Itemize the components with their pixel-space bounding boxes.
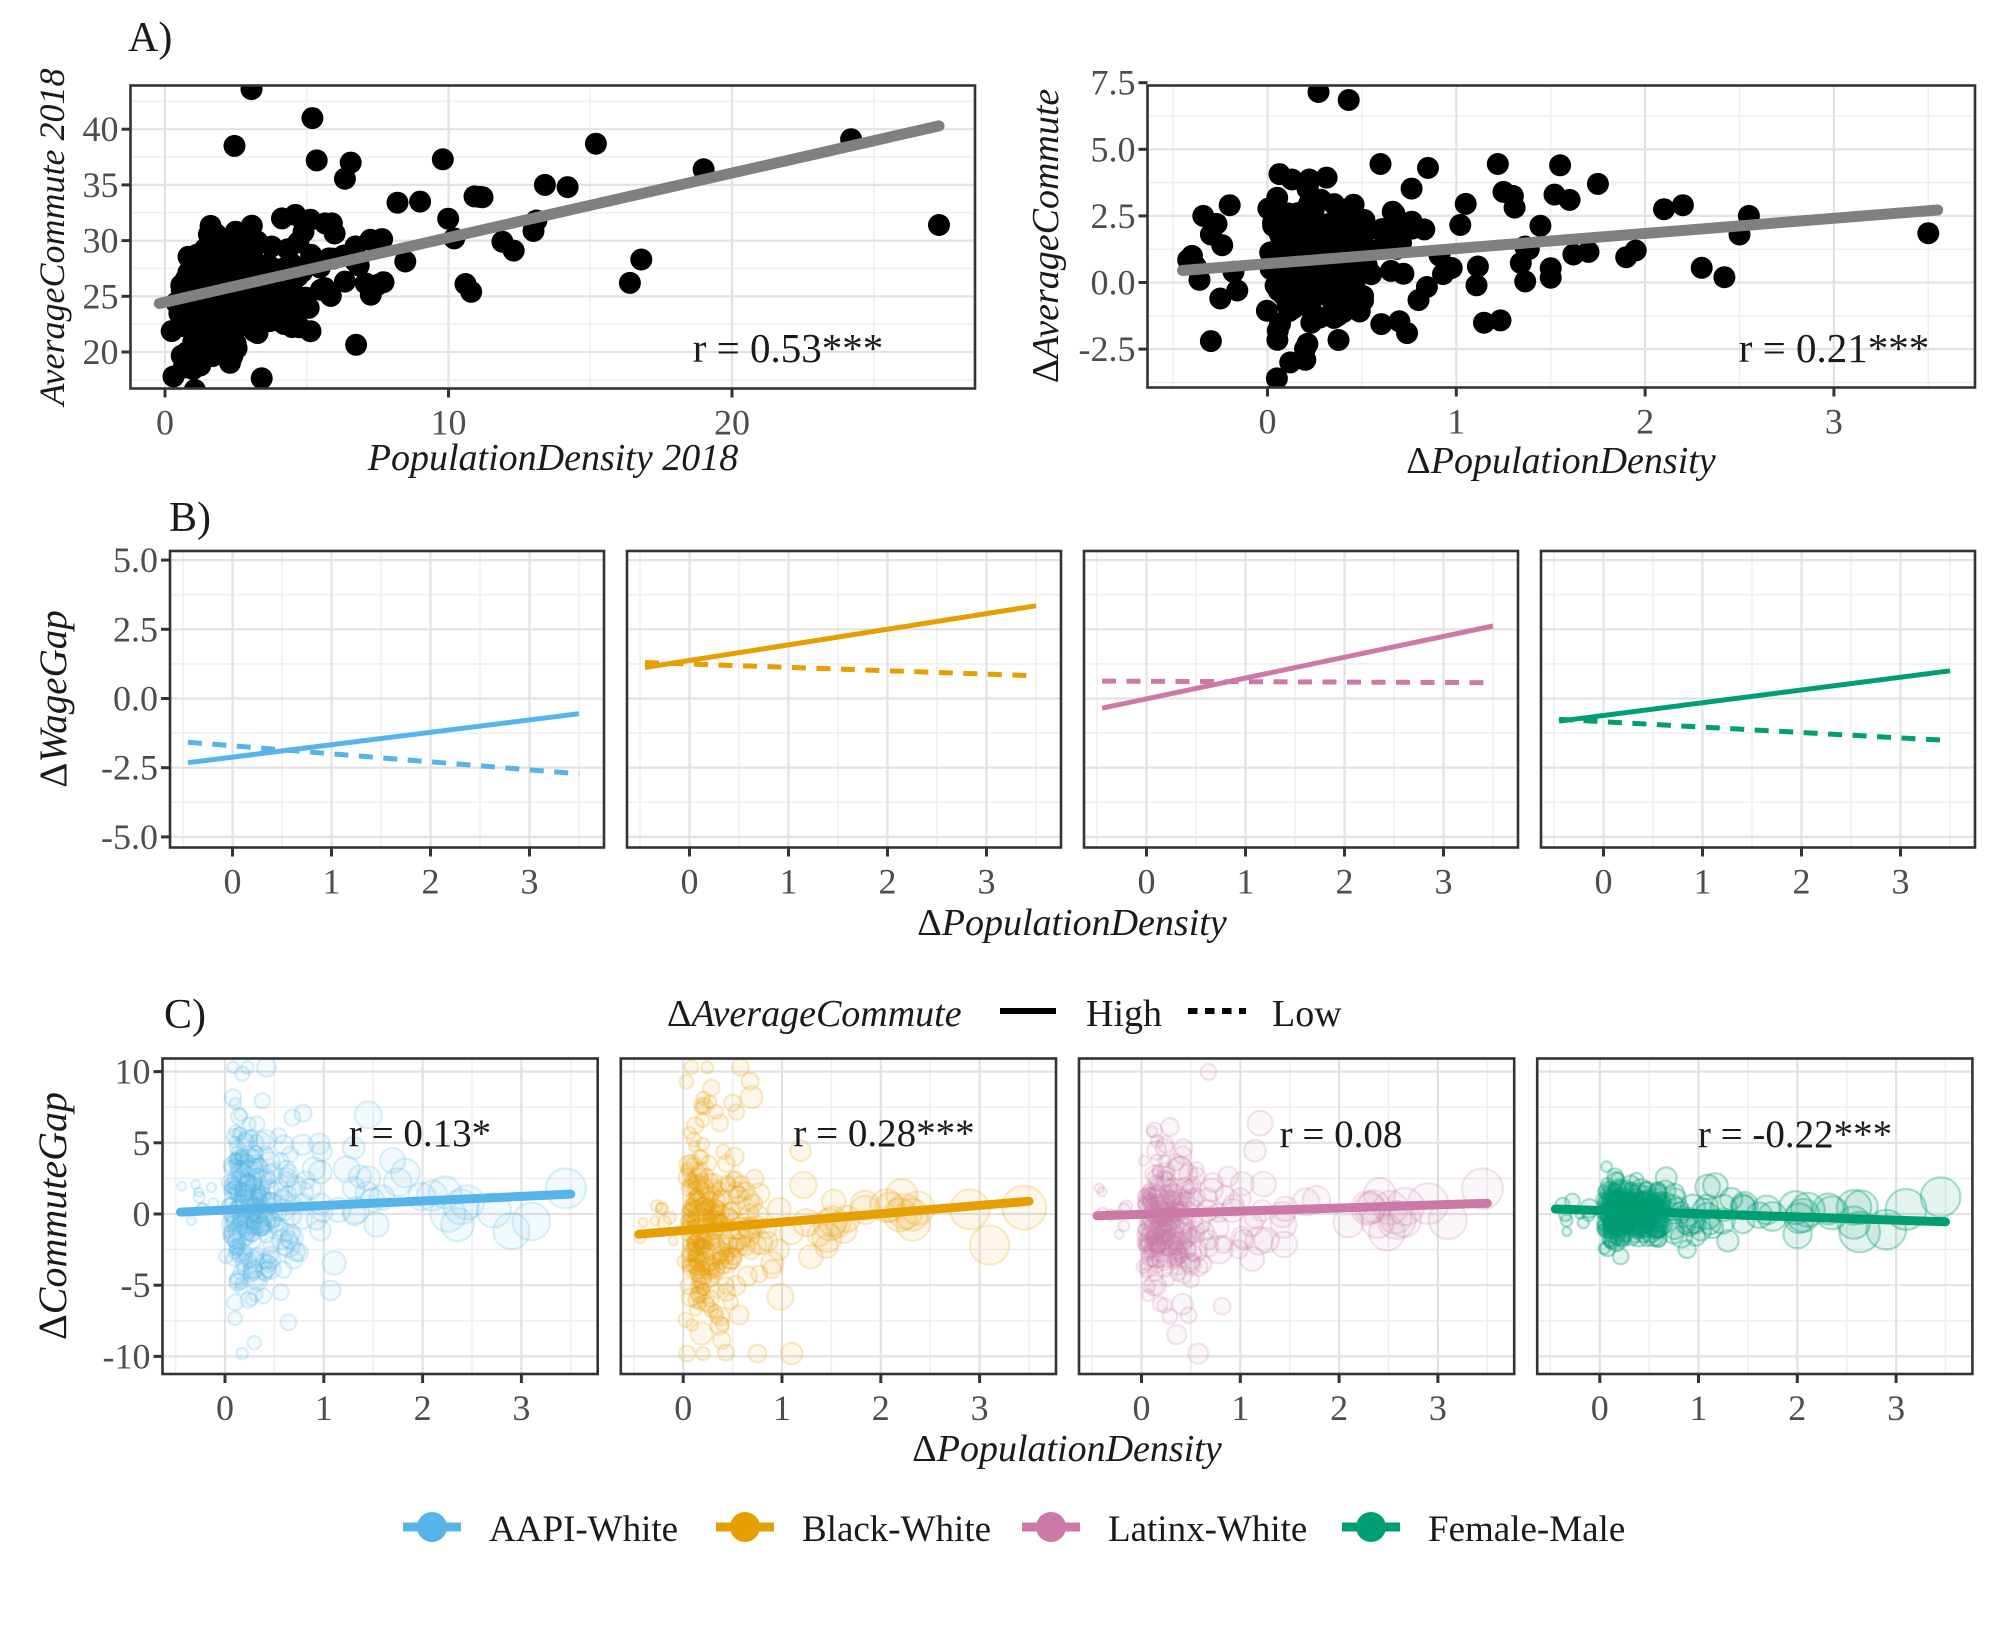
svg-text:2: 2 [1330,1388,1348,1428]
svg-text:1: 1 [1447,402,1465,442]
svg-text:1: 1 [1694,862,1712,902]
svg-text:3: 3 [1429,1388,1447,1428]
svg-text:-10: -10 [103,1336,151,1376]
svg-text:3: 3 [1825,402,1843,442]
svg-text:C): C) [164,992,206,1038]
svg-text:Low: Low [1272,993,1342,1035]
svg-text:1: 1 [1231,1388,1249,1428]
svg-text:5: 5 [133,1123,151,1163]
svg-text:20: 20 [83,332,119,372]
svg-text:1: 1 [323,862,341,902]
svg-text:35: 35 [83,165,119,205]
svg-text:0: 0 [156,403,174,443]
svg-text:0: 0 [224,862,242,902]
svg-text:0: 0 [681,862,699,902]
svg-text:2: 2 [1336,862,1354,902]
svg-text:0: 0 [1595,862,1613,902]
svg-text:2.5: 2.5 [113,609,158,649]
svg-text:2: 2 [1788,1388,1806,1428]
svg-text:10: 10 [115,1052,151,1092]
svg-text:ΔCommuteGap: ΔCommuteGap [30,1092,75,1340]
svg-text:r = 0.53***: r = 0.53*** [693,325,884,371]
svg-text:1: 1 [1237,862,1255,902]
svg-text:AAPI-White: AAPI-White [489,1509,678,1550]
svg-text:0.0: 0.0 [113,679,158,719]
svg-text:2: 2 [414,1388,432,1428]
svg-text:10: 10 [431,403,467,443]
svg-text:2: 2 [1793,862,1811,902]
svg-text:PopulationDensity 2018: PopulationDensity 2018 [367,437,738,479]
svg-text:3: 3 [1887,1388,1905,1428]
svg-text:2: 2 [422,862,440,902]
svg-text:2: 2 [872,1388,890,1428]
svg-text:2: 2 [1636,402,1654,442]
svg-text:7.5: 7.5 [1091,63,1136,103]
svg-text:0: 0 [1138,862,1156,902]
svg-text:0: 0 [1259,402,1277,442]
svg-text:-5.0: -5.0 [101,817,158,857]
svg-text:ΔAverageCommute: ΔAverageCommute [667,993,962,1035]
svg-text:ΔAverageCommute: ΔAverageCommute [1025,89,1067,384]
svg-text:ΔPopulationDensity: ΔPopulationDensity [917,902,1227,944]
svg-text:3: 3 [1892,862,1910,902]
svg-text:3: 3 [978,862,996,902]
svg-text:40: 40 [83,109,119,149]
svg-text:Black-White: Black-White [802,1509,991,1550]
svg-text:r = 0.13*: r = 0.13* [349,1112,491,1155]
svg-text:0: 0 [674,1388,692,1428]
svg-text:High: High [1086,993,1162,1035]
svg-text:r = 0.28***: r = 0.28*** [793,1112,974,1155]
svg-text:1: 1 [780,862,798,902]
svg-text:3: 3 [512,1388,530,1428]
svg-text:30: 30 [83,221,119,261]
svg-text:-2.5: -2.5 [1079,329,1136,369]
svg-text:Female-Male: Female-Male [1428,1509,1625,1550]
svg-text:5.0: 5.0 [1091,129,1136,169]
svg-text:A): A) [128,15,172,61]
svg-text:r = 0.08: r = 0.08 [1280,1113,1403,1156]
svg-text:r = -0.22***: r = -0.22*** [1698,1113,1892,1156]
svg-text:2: 2 [879,862,897,902]
svg-text:0: 0 [133,1194,151,1234]
svg-text:0: 0 [1591,1388,1609,1428]
svg-text:-5: -5 [121,1265,151,1305]
svg-text:0: 0 [216,1388,234,1428]
svg-text:ΔPopulationDensity: ΔPopulationDensity [1406,440,1716,482]
svg-text:ΔPopulationDensity: ΔPopulationDensity [912,1428,1222,1470]
svg-text:2.5: 2.5 [1091,196,1136,236]
svg-text:B): B) [169,495,211,541]
svg-text:3: 3 [971,1388,989,1428]
svg-text:1: 1 [1690,1388,1708,1428]
svg-text:AverageCommute 2018: AverageCommute 2018 [32,69,72,408]
svg-text:1: 1 [315,1388,333,1428]
svg-text:3: 3 [1435,862,1453,902]
svg-text:0.0: 0.0 [1091,263,1136,303]
svg-text:25: 25 [83,276,119,316]
svg-text:0: 0 [1133,1388,1151,1428]
svg-text:1: 1 [773,1388,791,1428]
svg-text:3: 3 [521,862,539,902]
svg-text:5.0: 5.0 [113,540,158,580]
svg-text:ΔWageGap: ΔWageGap [32,610,75,787]
svg-text:-2.5: -2.5 [101,748,158,788]
svg-text:Latinx-White: Latinx-White [1108,1509,1307,1550]
svg-text:20: 20 [714,403,750,443]
svg-text:r = 0.21***: r = 0.21*** [1739,325,1930,371]
